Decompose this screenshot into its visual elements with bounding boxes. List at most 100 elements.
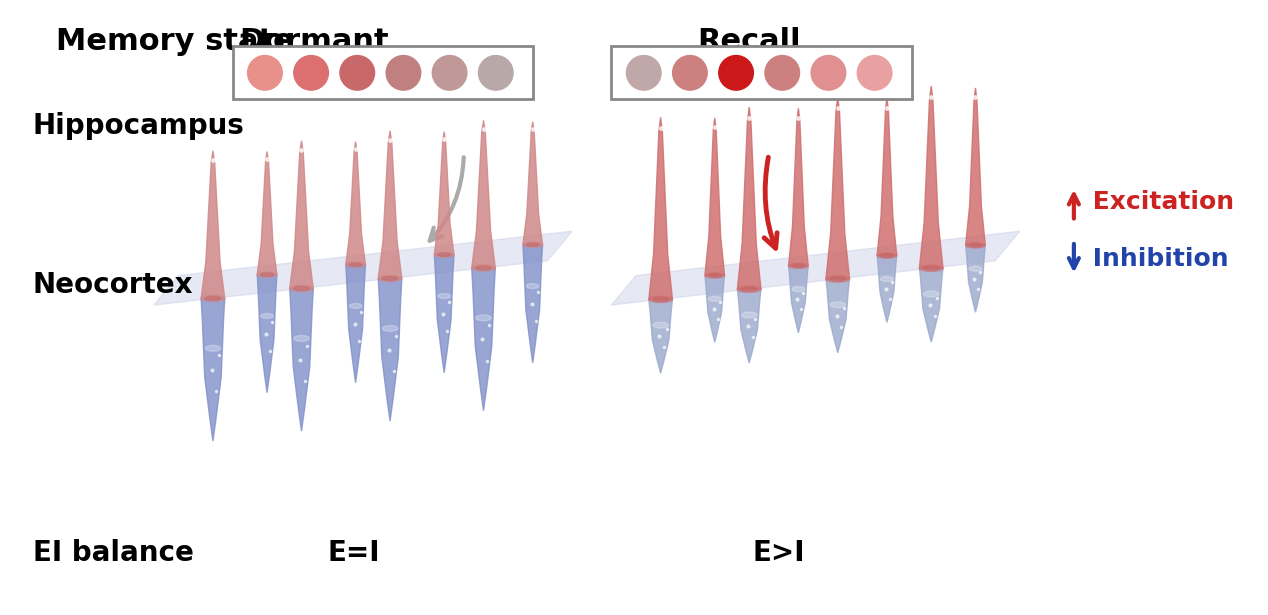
Ellipse shape [969,266,981,271]
Polygon shape [705,276,724,343]
Ellipse shape [792,287,805,292]
Polygon shape [153,231,572,305]
Text: Dormant: Dormant [240,27,389,56]
Ellipse shape [432,55,467,90]
Ellipse shape [765,55,800,90]
Ellipse shape [437,253,450,256]
Polygon shape [202,298,224,441]
Ellipse shape [812,55,846,90]
Ellipse shape [738,286,761,292]
Ellipse shape [653,322,668,328]
Ellipse shape [294,55,328,90]
Ellipse shape [202,295,224,301]
Polygon shape [289,288,313,431]
Ellipse shape [205,346,221,351]
Polygon shape [825,279,850,353]
Polygon shape [346,141,365,264]
Polygon shape [257,152,276,275]
Polygon shape [789,266,808,333]
Ellipse shape [247,55,283,90]
Ellipse shape [653,297,668,301]
Ellipse shape [825,276,850,282]
Ellipse shape [383,276,398,280]
Ellipse shape [877,253,896,258]
Ellipse shape [437,293,450,298]
Ellipse shape [476,266,491,270]
Polygon shape [202,151,224,298]
Ellipse shape [831,302,846,308]
Ellipse shape [289,285,313,292]
Polygon shape [346,264,365,383]
Ellipse shape [880,277,894,282]
Text: Memory state: Memory state [56,27,293,56]
Polygon shape [877,256,896,322]
Polygon shape [825,97,850,279]
Ellipse shape [789,263,808,269]
Ellipse shape [709,274,721,277]
Ellipse shape [880,254,894,257]
Ellipse shape [857,55,891,90]
Ellipse shape [792,264,805,268]
Ellipse shape [526,243,539,247]
Bar [611,46,912,100]
Polygon shape [289,141,313,288]
Ellipse shape [831,277,846,281]
Ellipse shape [923,266,938,270]
Bar [232,46,533,100]
Ellipse shape [709,296,721,301]
Polygon shape [378,131,402,279]
Ellipse shape [294,335,309,341]
Ellipse shape [966,242,985,248]
Ellipse shape [261,314,274,319]
Text: Excitation: Excitation [1084,189,1234,214]
Ellipse shape [340,55,374,90]
Ellipse shape [349,263,361,266]
Ellipse shape [294,287,309,290]
Text: Recall: Recall [697,27,801,56]
Polygon shape [705,118,724,276]
Polygon shape [738,107,761,289]
Ellipse shape [719,55,753,90]
Ellipse shape [969,244,981,247]
Polygon shape [472,121,496,268]
Polygon shape [919,268,943,342]
Ellipse shape [257,272,276,277]
Ellipse shape [672,55,708,90]
Ellipse shape [387,55,421,90]
Polygon shape [966,88,985,245]
Ellipse shape [923,291,938,297]
Ellipse shape [205,296,221,301]
Ellipse shape [378,276,402,282]
Polygon shape [611,231,1019,305]
Polygon shape [378,279,402,421]
Ellipse shape [526,284,539,288]
Ellipse shape [919,265,943,271]
Ellipse shape [476,315,491,321]
Ellipse shape [435,252,454,258]
Text: E>I: E>I [752,539,805,567]
Ellipse shape [522,242,543,247]
Polygon shape [257,275,276,392]
Polygon shape [789,108,808,266]
Text: Neocortex: Neocortex [33,271,194,300]
Ellipse shape [626,55,661,90]
Ellipse shape [742,287,757,292]
Ellipse shape [349,304,361,308]
Polygon shape [738,289,761,363]
Text: EI balance: EI balance [33,539,194,567]
Polygon shape [966,245,985,312]
Polygon shape [649,300,672,373]
Text: Hippocampus: Hippocampus [33,112,245,140]
Ellipse shape [649,296,672,303]
Polygon shape [472,268,496,411]
Polygon shape [919,86,943,268]
Polygon shape [877,98,896,256]
Polygon shape [522,245,543,363]
Ellipse shape [383,325,398,331]
Ellipse shape [346,262,365,268]
Polygon shape [522,122,543,245]
Ellipse shape [261,273,274,276]
Ellipse shape [705,272,724,278]
Polygon shape [649,117,672,300]
Text: Inhibition: Inhibition [1084,247,1229,271]
